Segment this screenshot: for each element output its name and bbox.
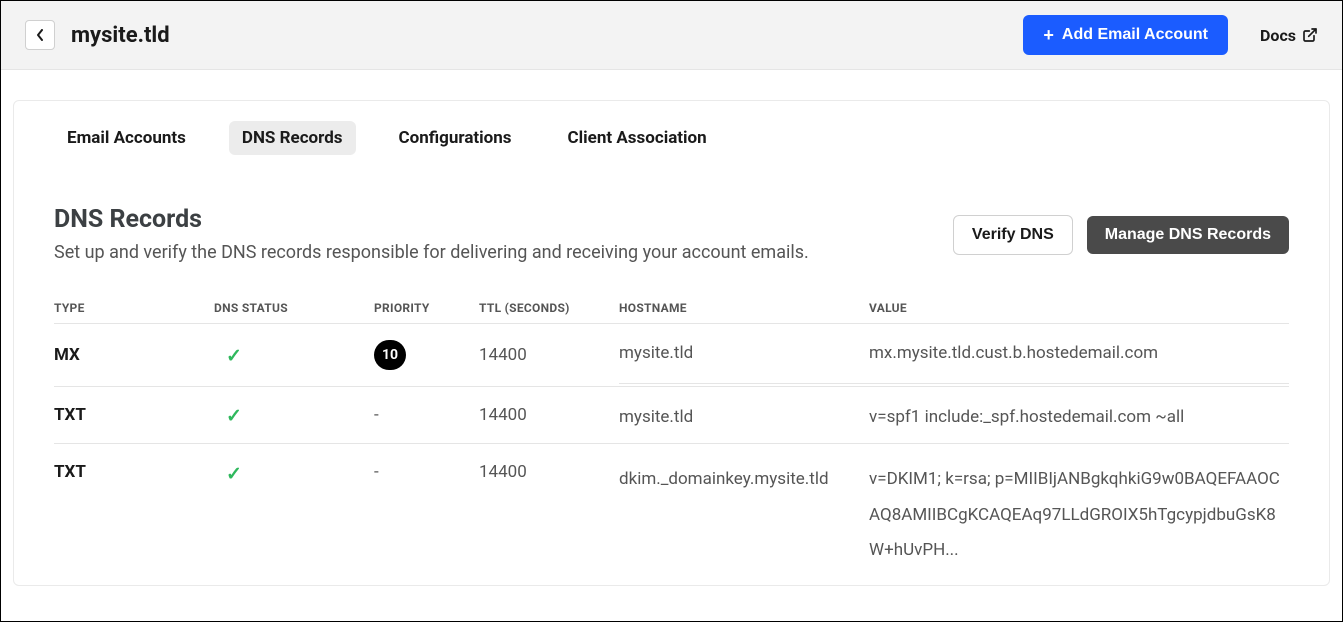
section-title: DNS Records <box>54 205 937 234</box>
col-dns-status: DNS STATUS <box>214 301 374 315</box>
add-email-account-label: Add Email Account <box>1062 26 1208 44</box>
docs-label: Docs <box>1260 26 1296 45</box>
tab-dns-records[interactable]: DNS Records <box>229 121 356 155</box>
col-value: VALUE <box>869 301 1289 315</box>
cell-value: mx.mysite.tld.cust.b.hostedemail.com <box>869 343 1289 384</box>
table-row: MX ✓ 10 14400 mysite.tld mx.mysite.tld.c… <box>54 324 1289 387</box>
cell-priority: 10 <box>374 340 479 370</box>
cell-hostname: mysite.tld <box>619 343 869 384</box>
cell-ttl: 14400 <box>479 345 619 365</box>
cell-priority: - <box>374 462 479 482</box>
cell-type: MX <box>54 345 214 365</box>
topbar: mysite.tld + Add Email Account Docs <box>1 1 1342 70</box>
plus-icon: + <box>1043 26 1054 44</box>
section-actions: Verify DNS Manage DNS Records <box>953 215 1289 255</box>
col-priority: PRIORITY <box>374 301 479 315</box>
cell-type: TXT <box>54 462 214 482</box>
section-header-texts: DNS Records Set up and verify the DNS re… <box>54 205 937 263</box>
cell-hostname: dkim._domainkey.mysite.tld <box>619 462 869 498</box>
dns-table: TYPE DNS STATUS PRIORITY TTL (SECONDS) H… <box>54 293 1289 585</box>
main-panel: Email Accounts DNS Records Configuration… <box>13 100 1330 586</box>
external-link-icon <box>1302 27 1318 43</box>
cell-ttl: 14400 <box>479 462 619 482</box>
cell-value: v=spf1 include:_spf.hostedemail.com ~all <box>869 403 1289 427</box>
section-description: Set up and verify the DNS records respon… <box>54 242 937 263</box>
cell-ttl: 14400 <box>479 405 619 425</box>
tab-email-accounts[interactable]: Email Accounts <box>54 121 199 155</box>
section-header: DNS Records Set up and verify the DNS re… <box>54 205 1289 263</box>
check-icon: ✓ <box>214 404 374 427</box>
verify-dns-button[interactable]: Verify DNS <box>953 215 1073 255</box>
table-row: TXT ✓ - 14400 dkim._domainkey.mysite.tld… <box>54 444 1289 585</box>
col-type: TYPE <box>54 301 214 315</box>
tabs: Email Accounts DNS Records Configuration… <box>14 101 1329 175</box>
cell-value: v=DKIM1; k=rsa; p=MIIBIjANBgkqhkiG9w0BAQ… <box>869 462 1289 569</box>
chevron-left-icon <box>36 29 44 41</box>
page-title: mysite.tld <box>71 23 170 48</box>
col-hostname: HOSTNAME <box>619 301 869 315</box>
check-icon: ✓ <box>214 344 374 367</box>
priority-pill: 10 <box>374 340 406 370</box>
back-button[interactable] <box>25 20 55 50</box>
manage-dns-records-button[interactable]: Manage DNS Records <box>1087 216 1289 254</box>
check-icon: ✓ <box>214 462 374 485</box>
cell-hostname: mysite.tld <box>619 403 869 427</box>
table-row: TXT ✓ - 14400 mysite.tld v=spf1 include:… <box>54 387 1289 444</box>
cell-priority: - <box>374 405 479 425</box>
dns-section: DNS Records Set up and verify the DNS re… <box>14 175 1329 585</box>
add-email-account-button[interactable]: + Add Email Account <box>1023 15 1228 55</box>
col-ttl: TTL (SECONDS) <box>479 301 619 315</box>
cell-type: TXT <box>54 405 214 425</box>
tab-client-association[interactable]: Client Association <box>555 121 720 155</box>
docs-link[interactable]: Docs <box>1260 26 1318 45</box>
dns-table-header: TYPE DNS STATUS PRIORITY TTL (SECONDS) H… <box>54 293 1289 324</box>
tab-configurations[interactable]: Configurations <box>386 121 525 155</box>
